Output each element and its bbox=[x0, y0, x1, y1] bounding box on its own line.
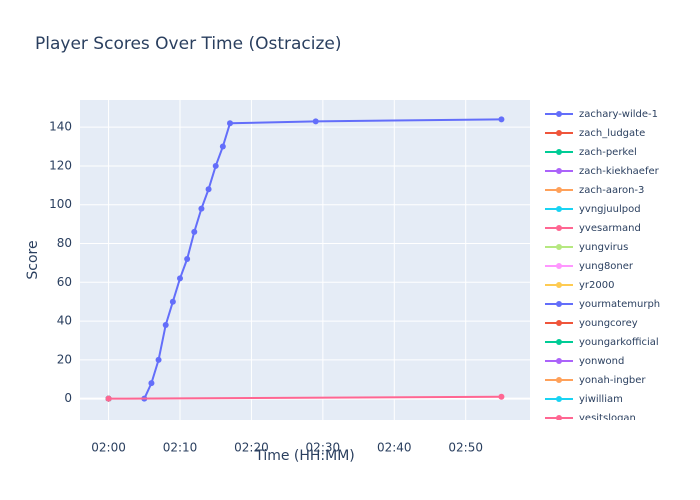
data-point bbox=[105, 395, 112, 402]
y-tick-label: 140 bbox=[49, 120, 72, 134]
legend-label: zach-aaron-3 bbox=[579, 185, 644, 196]
data-point bbox=[162, 321, 169, 328]
data-point bbox=[227, 120, 233, 127]
legend-marker bbox=[556, 415, 562, 420]
x-axis-label: Time (HH:MM) bbox=[254, 448, 355, 464]
legend-label: yvesarmand bbox=[579, 223, 641, 234]
legend-label: yungvirus bbox=[579, 242, 628, 253]
legend-marker bbox=[556, 263, 562, 269]
y-tick-label: 0 bbox=[64, 391, 72, 405]
x-tick-label: 02:20 bbox=[234, 441, 269, 455]
x-tick-label: 02:50 bbox=[448, 441, 483, 455]
data-point bbox=[155, 356, 162, 363]
data-point bbox=[198, 205, 205, 212]
legend-marker bbox=[556, 244, 562, 250]
legend-label: yonah-ingber bbox=[579, 375, 646, 386]
series-line bbox=[108, 395, 502, 400]
legend-label: youngcorey bbox=[579, 318, 638, 329]
legend-label: yvngjuulpod bbox=[579, 204, 641, 215]
data-point bbox=[205, 186, 212, 193]
legend-marker bbox=[556, 187, 562, 193]
legend-label: zachary-wilde-1 bbox=[579, 109, 658, 120]
legend-marker bbox=[556, 130, 562, 136]
x-tick-label: 02:40 bbox=[377, 441, 412, 455]
legend-label: yung8oner bbox=[579, 261, 634, 272]
x-tick-label: 02:00 bbox=[91, 441, 126, 455]
legend-label: zach_ludgate bbox=[579, 128, 645, 139]
legend-marker bbox=[556, 339, 562, 345]
legend-label: yourmatemurph bbox=[579, 299, 660, 310]
legend-marker bbox=[556, 320, 562, 326]
data-point bbox=[148, 380, 155, 387]
legend-label: yiwilliam bbox=[579, 394, 623, 405]
y-tick-label: 100 bbox=[49, 197, 72, 211]
y-tick-label: 60 bbox=[57, 275, 72, 289]
data-point bbox=[498, 393, 505, 400]
legend-marker bbox=[556, 301, 562, 307]
plot-area bbox=[80, 100, 530, 420]
legend-label: yonwond bbox=[579, 356, 624, 367]
data-point bbox=[184, 256, 191, 263]
x-tick-label: 02:30 bbox=[306, 441, 341, 455]
data-point bbox=[191, 228, 198, 235]
legend-marker bbox=[556, 149, 562, 155]
data-point bbox=[312, 118, 319, 125]
x-tick-label: 02:10 bbox=[163, 441, 198, 455]
y-tick-label: 80 bbox=[57, 236, 72, 250]
data-point bbox=[219, 143, 226, 150]
y-tick-label: 40 bbox=[57, 314, 72, 328]
data-point bbox=[212, 162, 219, 169]
legend-marker bbox=[556, 358, 562, 364]
legend-label: yesitslogan bbox=[579, 413, 636, 424]
y-axis-label: Score bbox=[25, 240, 41, 279]
legend-marker bbox=[556, 377, 562, 383]
y-tick-label: 20 bbox=[57, 352, 72, 366]
legend-marker bbox=[556, 111, 562, 117]
data-point bbox=[498, 116, 505, 123]
chart-title: Player Scores Over Time (Ostracize) bbox=[35, 34, 342, 54]
legend-label: zach-perkel bbox=[579, 147, 637, 158]
legend-label: zach-kiekhaefer bbox=[579, 166, 660, 177]
y-tick-label: 120 bbox=[49, 158, 72, 172]
legend-marker bbox=[556, 396, 562, 402]
data-point bbox=[169, 298, 176, 305]
legend-marker bbox=[556, 206, 562, 212]
legend-marker bbox=[556, 225, 562, 231]
data-point bbox=[177, 275, 183, 282]
legend-label: yr2000 bbox=[579, 280, 614, 291]
legend-label: youngarkofficial bbox=[579, 337, 659, 348]
legend-marker bbox=[556, 168, 562, 174]
legend-marker bbox=[556, 282, 562, 288]
